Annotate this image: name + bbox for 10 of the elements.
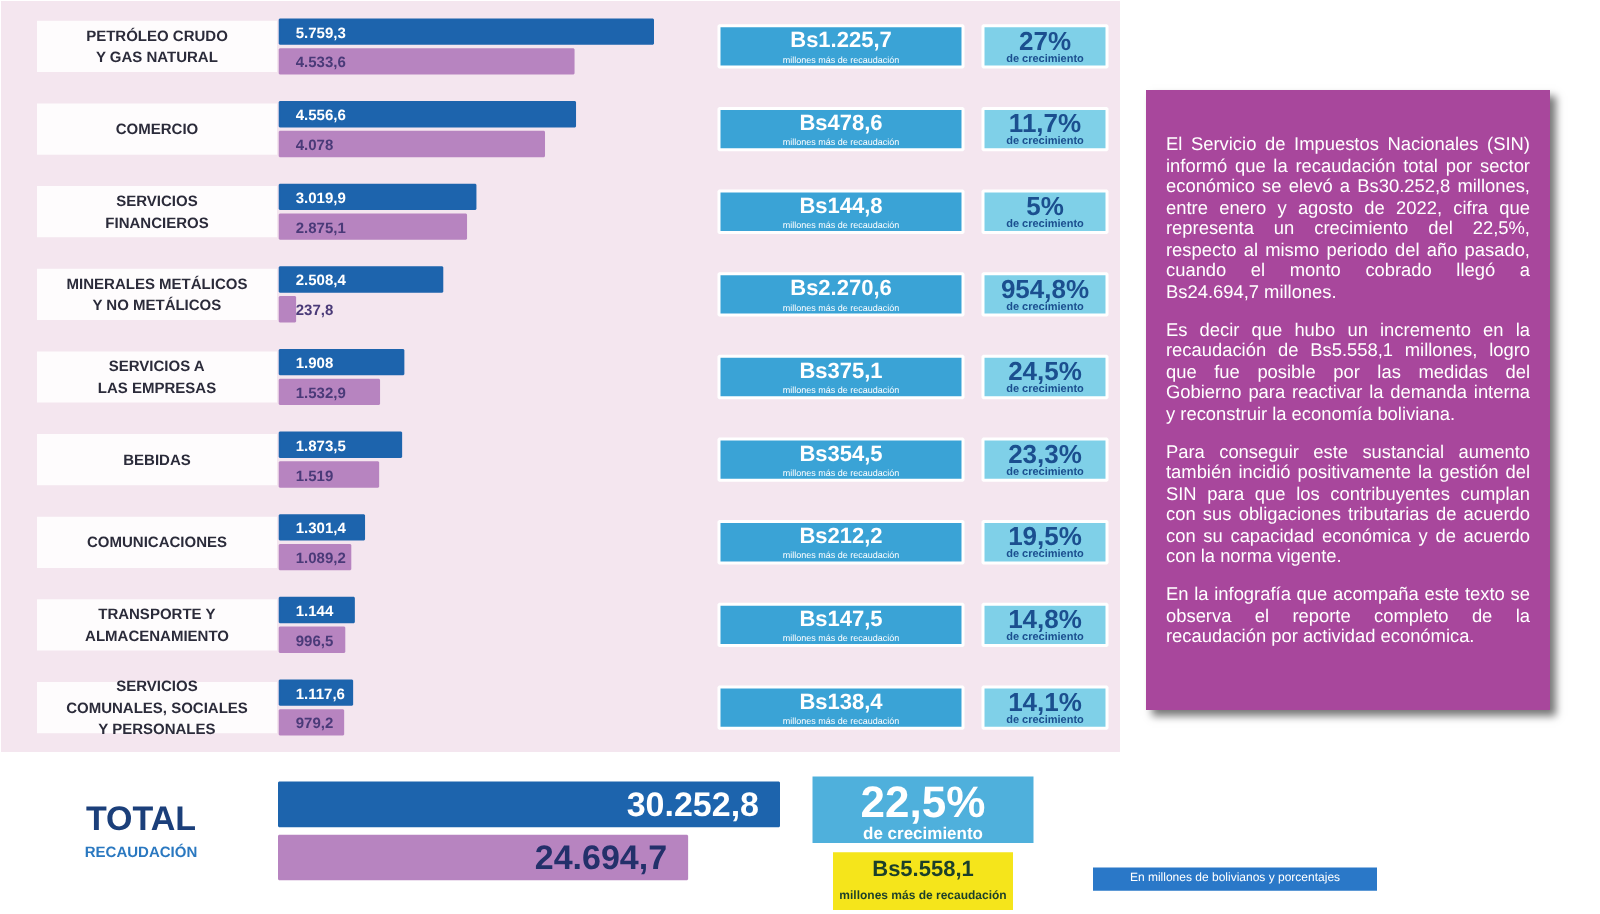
data-label: 30.252,8	[626, 786, 760, 825]
text: Es decir que hubo un incremento en la recaudación de Bs5.558,1 millones, logro que fue posible por las medidas del Gobierno para reactivar la demanda interna y reconstruir la economía boliviana.	[1166, 319, 1530, 426]
bar	[278, 348, 405, 376]
text: En la infografía que acompaña este texto se observa el reporte completo de la recaudación por actividad económica.	[1166, 583, 1530, 648]
data-label: 24.694,7	[534, 839, 668, 878]
text: Para conseguir este sustancial aumento también incidió positivamente la gestión del SIN para que los contribuyentes cumplan con sus obligaciones tributarias de acuerdo con su capacidad económica y de acuerdo con la norma vigente.	[1166, 441, 1530, 568]
bar	[278, 296, 297, 323]
text: 22,5% de crecimiento	[860, 776, 986, 843]
bar	[278, 461, 380, 488]
text: El Servicio de Impuestos Nacionales (SIN) informó que la recaudación total por sector económico se elevó a Bs30.252,8 millones, entre enero y agosto de 2022, cifra que representa un crecimiento del 22,5%, respecto al mismo periodo del año pasado, cuando el monto cobrado llegó a Bs24.694,7 millones.	[1166, 134, 1530, 304]
